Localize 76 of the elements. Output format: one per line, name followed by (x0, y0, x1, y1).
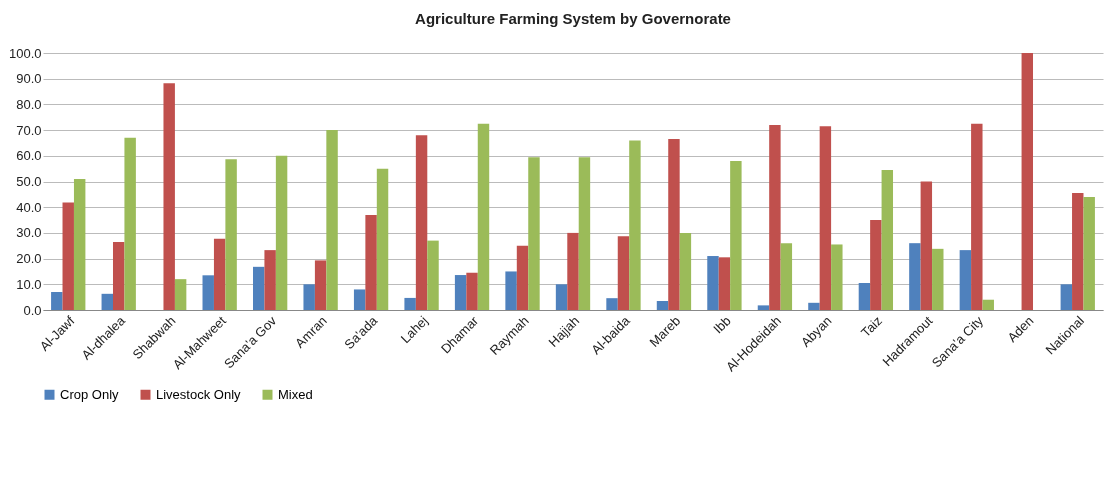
y-tick-label: 0.0 (23, 302, 42, 318)
bar (982, 299, 994, 310)
bar (718, 257, 731, 310)
bar (707, 256, 719, 310)
bar (365, 214, 377, 310)
y-tick-label: 50.0 (16, 174, 42, 189)
bar (454, 275, 467, 310)
bar (757, 305, 770, 310)
bar (477, 123, 490, 310)
bar (932, 248, 944, 310)
chart-title: Agriculture Farming System by Governorate (415, 10, 731, 27)
bar (1072, 193, 1084, 310)
bar (51, 292, 63, 310)
bar (124, 137, 136, 310)
y-tick-label: 60.0 (16, 148, 42, 164)
bar (730, 160, 742, 310)
bar (578, 157, 591, 310)
bar (326, 130, 338, 310)
bar (353, 289, 366, 310)
y-tick-label: 100.0 (8, 45, 42, 61)
bar (516, 245, 529, 310)
y-tick-label: 40.0 (16, 199, 42, 215)
bar (656, 301, 669, 310)
legend-label: Mixed (278, 386, 313, 402)
y-tick-label: 90.0 (16, 71, 42, 87)
bar (920, 181, 933, 310)
bar (314, 260, 327, 310)
bar (112, 241, 125, 310)
bar (679, 232, 692, 310)
bar (881, 169, 894, 310)
y-tick-label: 70.0 (16, 122, 42, 138)
bar (971, 123, 983, 310)
y-tick-label: 10.0 (16, 276, 42, 292)
bar (73, 178, 86, 310)
bar (629, 140, 641, 310)
bar (202, 275, 214, 310)
x-tick-label: Taiz (858, 313, 886, 341)
bar (1060, 284, 1073, 310)
bar (466, 272, 478, 310)
bar (101, 293, 113, 310)
bar (427, 240, 439, 310)
bar (959, 250, 972, 310)
bar (668, 139, 680, 310)
bar (528, 157, 540, 310)
bar (819, 126, 832, 310)
bar (606, 298, 618, 310)
bar (376, 168, 389, 310)
y-tick-label: 30.0 (16, 225, 42, 241)
bar (1083, 196, 1095, 310)
legend-label: Livestock Only (156, 386, 242, 402)
bar (909, 243, 921, 310)
y-tick-label: 80.0 (16, 96, 42, 112)
bar (555, 284, 568, 310)
bar (415, 135, 428, 310)
bar (62, 202, 74, 310)
bar (1021, 53, 1034, 310)
bar (213, 238, 226, 310)
bar (870, 220, 882, 310)
bar (264, 250, 276, 310)
y-tick-label: 20.0 (16, 251, 42, 267)
bar (404, 297, 416, 310)
bar (808, 302, 820, 310)
bar (225, 159, 237, 310)
bar (567, 232, 579, 310)
legend-label: Crop Only (60, 386, 120, 402)
bar (780, 243, 793, 310)
bar (858, 283, 871, 310)
bar (831, 244, 843, 310)
bar (769, 124, 781, 310)
bar (174, 279, 187, 310)
bar (275, 155, 288, 310)
bar (252, 266, 265, 310)
bar (303, 284, 315, 310)
bar (617, 236, 630, 310)
bar (163, 83, 175, 310)
bar (505, 271, 517, 310)
